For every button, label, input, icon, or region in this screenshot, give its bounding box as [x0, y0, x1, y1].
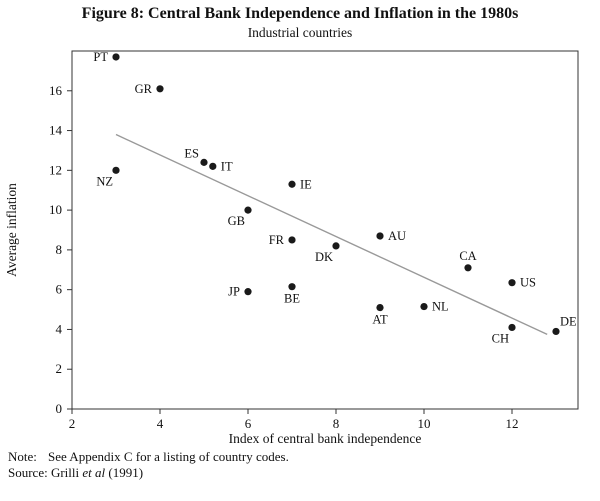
data-point: [464, 264, 472, 272]
source-line: Source: Grilli et al (1991): [8, 465, 600, 481]
point-label: IE: [300, 177, 312, 191]
data-point: [420, 302, 428, 311]
data-point: [288, 180, 296, 188]
y-tick-label: 2: [56, 361, 63, 376]
y-tick-label: 4: [56, 321, 63, 336]
figure-title: Figure 8: Central Bank Independence and …: [81, 5, 519, 22]
data-point: [112, 53, 120, 61]
data-point: [209, 162, 217, 170]
figure-subtitle: Industrial countries: [247, 25, 353, 40]
point-label: GB: [228, 214, 245, 228]
x-tick-label: 8: [333, 416, 340, 431]
y-tick-label: 10: [49, 202, 62, 217]
point-label: DE: [560, 314, 577, 328]
x-axis-label: Index of central bank independence: [229, 431, 422, 446]
x-tick-label: 12: [506, 416, 519, 431]
y-tick-label: 14: [49, 123, 63, 138]
data-point: [376, 303, 384, 312]
point-label: IT: [221, 159, 233, 173]
data-point: [244, 206, 252, 214]
x-tick-label: 6: [245, 416, 252, 431]
figure-notes: Note: See Appendix C for a listing of cou…: [0, 449, 600, 481]
y-tick-label: 8: [56, 242, 63, 257]
point-label: NZ: [96, 174, 113, 188]
data-point: [200, 158, 208, 166]
trend-line: [115, 133, 548, 336]
source-italic: et al: [82, 465, 106, 480]
y-tick-label: 6: [56, 282, 63, 297]
plot-content: 2 4 6 8 10 120246810121416PTGRNZESITIEGBFRDKA…: [49, 50, 579, 431]
note-text: See Appendix C for a listing of country …: [48, 449, 289, 464]
data-point: [156, 85, 164, 93]
point-label: NL: [432, 300, 449, 314]
data-point: [288, 283, 296, 291]
y-tick-label: 12: [49, 162, 62, 177]
note-line: Note: See Appendix C for a listing of cou…: [8, 449, 600, 465]
point-label: CH: [492, 331, 509, 345]
point-label: DK: [315, 250, 333, 264]
point-label: US: [520, 276, 536, 290]
chart-area: 2 4 6 8 10 12 0 2 4 6 8 10 12 14 16 PT GR NZ ES IT IE GB FR DK A…: [0, 41, 600, 449]
scatter-plot: 2 4 6 8 10 120246810121416PTGRNZESITIEGBFRDKA…: [4, 50, 579, 446]
point-label: PT: [93, 50, 108, 64]
point-label: ES: [184, 146, 199, 160]
data-point: [508, 279, 516, 287]
y-axis-label: Average inflation: [4, 183, 19, 277]
data-point: [552, 327, 560, 336]
note-label: Note:: [8, 449, 37, 464]
data-point: [332, 242, 340, 250]
y-tick-label: 16: [49, 83, 63, 98]
plot-frame: [71, 50, 579, 410]
data-point: [244, 288, 252, 296]
x-tick-label: 2: [69, 416, 76, 431]
point-label: FR: [269, 233, 285, 247]
data-point: [376, 232, 384, 240]
point-label: AU: [388, 229, 406, 243]
point-label: AT: [372, 313, 388, 327]
source-prefix: Source: Grilli: [8, 465, 83, 480]
data-point: [508, 323, 516, 332]
data-point: [288, 236, 296, 244]
point-label: JP: [228, 285, 240, 299]
y-tick-label: 0: [56, 401, 63, 416]
x-tick-label: 4: [157, 416, 164, 431]
point-label: BE: [284, 292, 300, 306]
x-tick-label: 10: [418, 416, 431, 431]
point-label: CA: [459, 249, 476, 263]
source-suffix: (1991): [105, 465, 144, 480]
point-label: GR: [135, 82, 153, 96]
data-point: [112, 166, 120, 174]
